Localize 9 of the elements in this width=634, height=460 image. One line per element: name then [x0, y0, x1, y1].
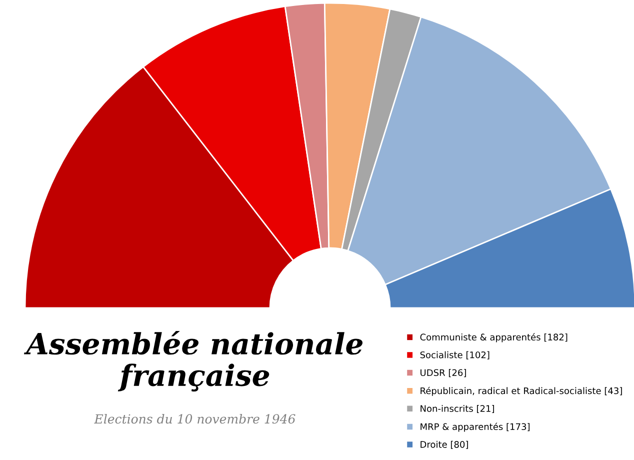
legend-label: Républicain, radical et Radical-socialiste [43]	[420, 386, 622, 396]
legend-label: Non-inscrits [21]	[420, 404, 494, 413]
legend-label: Socialiste [102]	[420, 351, 490, 360]
text: Elections du 10 novembre 1946	[94, 414, 296, 424]
legend-label: MRP & apparentés [173]	[420, 422, 530, 432]
legend-label: Communiste & apparentés [182]	[420, 333, 568, 342]
legend-label: UDSR [26]	[420, 369, 466, 378]
text: Assemblée nationale française	[24, 330, 362, 392]
legend-label: Droite [80]	[420, 440, 468, 449]
